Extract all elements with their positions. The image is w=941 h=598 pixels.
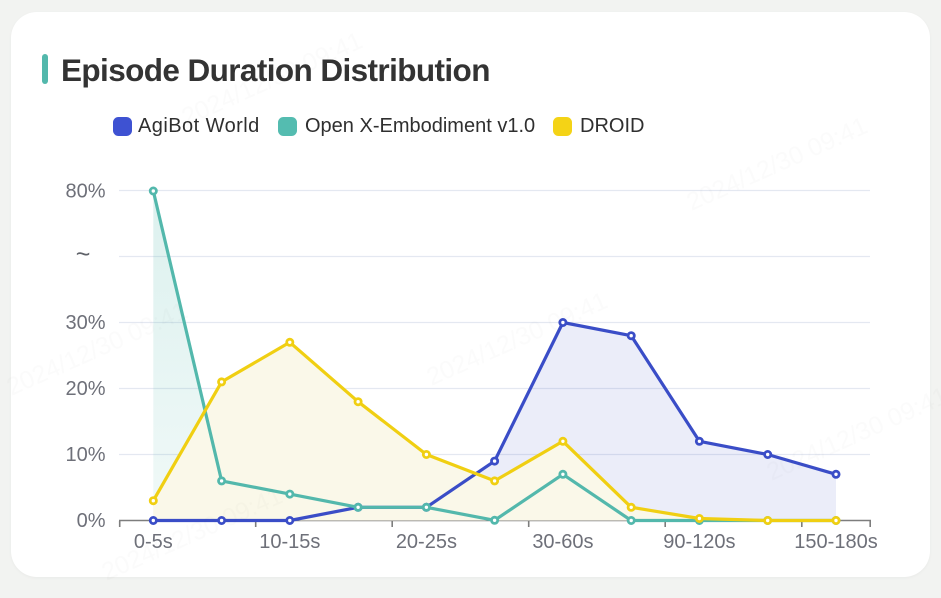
- svg-text:20%: 20%: [65, 378, 105, 400]
- svg-text:~: ~: [76, 241, 91, 269]
- svg-text:80%: 80%: [65, 181, 105, 203]
- svg-text:30%: 30%: [65, 312, 105, 334]
- svg-text:0%: 0%: [77, 510, 106, 532]
- svg-text:20-25s: 20-25s: [396, 531, 457, 553]
- svg-text:90-120s: 90-120s: [663, 531, 735, 553]
- svg-text:10-15s: 10-15s: [259, 531, 320, 553]
- svg-text:10%: 10%: [65, 444, 105, 466]
- svg-text:0-5s: 0-5s: [134, 531, 173, 553]
- svg-text:150-180s: 150-180s: [794, 531, 877, 553]
- svg-text:30-60s: 30-60s: [532, 531, 593, 553]
